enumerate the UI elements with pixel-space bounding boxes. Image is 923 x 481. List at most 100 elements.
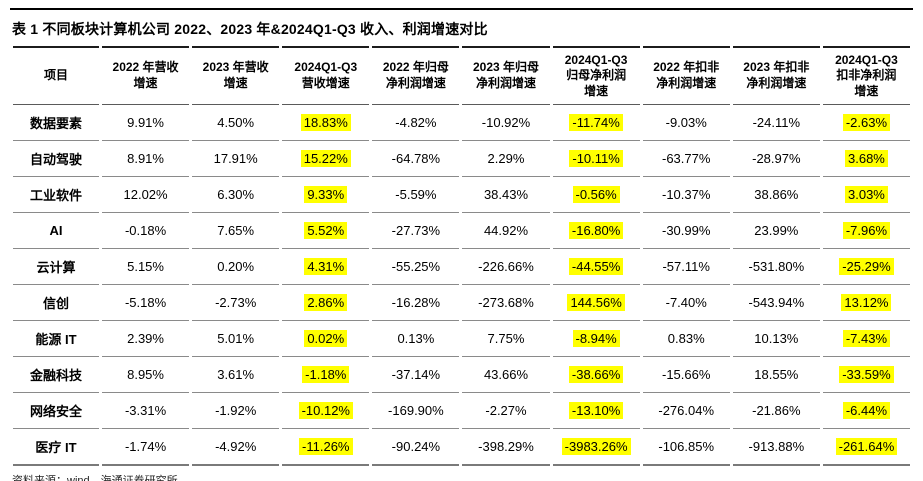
cell: -10.11% bbox=[552, 141, 640, 177]
cell: -169.90% bbox=[372, 393, 460, 429]
cell: -273.68% bbox=[462, 285, 550, 321]
column-header: 2022 年营收 增速 bbox=[102, 46, 190, 105]
highlighted-value: 9.33% bbox=[304, 186, 348, 203]
row-label: 数据要素 bbox=[13, 105, 99, 141]
highlighted-value: 3.03% bbox=[845, 186, 888, 203]
cell: -5.18% bbox=[102, 285, 190, 321]
cell: -37.14% bbox=[372, 357, 460, 393]
cell: -261.64% bbox=[822, 429, 910, 466]
highlighted-value: -11.74% bbox=[569, 114, 623, 131]
cell: -1.92% bbox=[192, 393, 280, 429]
cell: -16.28% bbox=[372, 285, 460, 321]
highlighted-value: -10.11% bbox=[569, 150, 623, 167]
highlighted-value: 18.83% bbox=[300, 114, 351, 131]
cell: -9.03% bbox=[642, 105, 730, 141]
table-row: 信创 -5.18% -2.73% 2.86% -16.28% -273.68% 144.56… bbox=[13, 285, 910, 321]
cell: -0.18% bbox=[102, 213, 190, 249]
cell: -7.43% bbox=[822, 321, 910, 357]
cell: 15.22% bbox=[282, 141, 370, 177]
row-label: 金融科技 bbox=[13, 357, 99, 393]
cell: -276.04% bbox=[642, 393, 730, 429]
cell: -57.11% bbox=[642, 249, 730, 285]
cell: -531.80% bbox=[732, 249, 820, 285]
row-label: 工业软件 bbox=[13, 177, 99, 213]
cell: -90.24% bbox=[372, 429, 460, 466]
cell: 2.29% bbox=[462, 141, 550, 177]
cell: -4.92% bbox=[192, 429, 280, 466]
cell: 7.65% bbox=[192, 213, 280, 249]
cell: 4.50% bbox=[192, 105, 280, 141]
cell: 5.01% bbox=[192, 321, 280, 357]
cell: -2.73% bbox=[192, 285, 280, 321]
cell: 5.52% bbox=[282, 213, 370, 249]
cell: -21.86% bbox=[732, 393, 820, 429]
cell: 13.12% bbox=[822, 285, 910, 321]
highlighted-value: -7.43% bbox=[842, 330, 891, 347]
cell: -3983.26% bbox=[552, 429, 640, 466]
row-label: 医疗 IT bbox=[13, 429, 99, 466]
cell: -106.85% bbox=[642, 429, 730, 466]
cell: 8.91% bbox=[102, 141, 190, 177]
cell: 18.83% bbox=[282, 105, 370, 141]
top-rule bbox=[10, 8, 913, 10]
cell: -4.82% bbox=[372, 105, 460, 141]
column-header: 2024Q1-Q3 归母净利润 增速 bbox=[552, 46, 640, 105]
highlighted-value: -6.44% bbox=[842, 402, 891, 419]
column-header: 2024Q1-Q3 扣非净利润 增速 bbox=[822, 46, 910, 105]
column-header: 2023 年扣非 净利润增速 bbox=[732, 46, 820, 105]
highlighted-value: -3983.26% bbox=[561, 438, 631, 455]
cell: -15.66% bbox=[642, 357, 730, 393]
cell: -398.29% bbox=[462, 429, 550, 466]
highlighted-value: -38.66% bbox=[568, 366, 624, 383]
cell: -24.11% bbox=[732, 105, 820, 141]
row-label: 信创 bbox=[13, 285, 99, 321]
highlighted-value: -13.10% bbox=[568, 402, 624, 419]
cell: 8.95% bbox=[102, 357, 190, 393]
highlighted-value: 2.86% bbox=[304, 294, 348, 311]
highlighted-value: -0.56% bbox=[572, 186, 620, 203]
highlighted-value: 5.52% bbox=[304, 222, 348, 239]
table-row: 医疗 IT -1.74% -4.92% -11.26% -90.24% -398.29% -… bbox=[13, 429, 910, 466]
cell: -13.10% bbox=[552, 393, 640, 429]
cell: 4.31% bbox=[282, 249, 370, 285]
cell: -10.92% bbox=[462, 105, 550, 141]
highlighted-value: -261.64% bbox=[835, 438, 898, 455]
highlighted-value: -44.55% bbox=[568, 258, 624, 275]
highlighted-value: -10.12% bbox=[298, 402, 353, 419]
cell: 18.55% bbox=[732, 357, 820, 393]
table-row: 能源 IT 2.39% 5.01% 0.02% 0.13% 7.75% -8.94% 0.83… bbox=[13, 321, 910, 357]
cell: -226.66% bbox=[462, 249, 550, 285]
table-row: 金融科技 8.95% 3.61% -1.18% -37.14% 43.66% -38.66%… bbox=[13, 357, 910, 393]
row-label: AI bbox=[13, 213, 99, 249]
cell: -1.18% bbox=[282, 357, 370, 393]
cell: 3.61% bbox=[192, 357, 280, 393]
column-header: 2022 年归母 净利润增速 bbox=[372, 46, 460, 105]
table-row: 自动驾驶 8.91% 17.91% 15.22% -64.78% 2.29% -10.11%… bbox=[13, 141, 910, 177]
cell: 0.83% bbox=[642, 321, 730, 357]
table-header: 项目 2022 年营收 增速 2023 年营收 增速 2024Q1-Q3 营收增速 20… bbox=[13, 46, 910, 105]
cell: 2.39% bbox=[102, 321, 190, 357]
highlighted-value: 144.56% bbox=[567, 294, 625, 311]
cell: 44.92% bbox=[462, 213, 550, 249]
table-row: 数据要素 9.91% 4.50% 18.83% -4.82% -10.92% -11.74%… bbox=[13, 105, 910, 141]
cell: -25.29% bbox=[822, 249, 910, 285]
cell: 0.02% bbox=[282, 321, 370, 357]
cell: -10.12% bbox=[282, 393, 370, 429]
cell: -8.94% bbox=[552, 321, 640, 357]
highlighted-value: -33.59% bbox=[839, 366, 894, 383]
column-header: 2023 年归母 净利润增速 bbox=[462, 46, 550, 105]
cell: -3.31% bbox=[102, 393, 190, 429]
highlighted-value: 15.22% bbox=[300, 150, 351, 167]
highlighted-value: -11.26% bbox=[299, 438, 353, 455]
row-label: 云计算 bbox=[13, 249, 99, 285]
column-header: 项目 bbox=[13, 46, 99, 105]
highlighted-value: -16.80% bbox=[568, 222, 624, 239]
cell: -16.80% bbox=[552, 213, 640, 249]
cell: -64.78% bbox=[372, 141, 460, 177]
table-row: 工业软件 12.02% 6.30% 9.33% -5.59% 38.43% -0.56% -1… bbox=[13, 177, 910, 213]
cell: -28.97% bbox=[732, 141, 820, 177]
cell: -2.27% bbox=[462, 393, 550, 429]
highlighted-value: -2.63% bbox=[842, 114, 891, 131]
highlighted-value: -8.94% bbox=[572, 330, 620, 347]
